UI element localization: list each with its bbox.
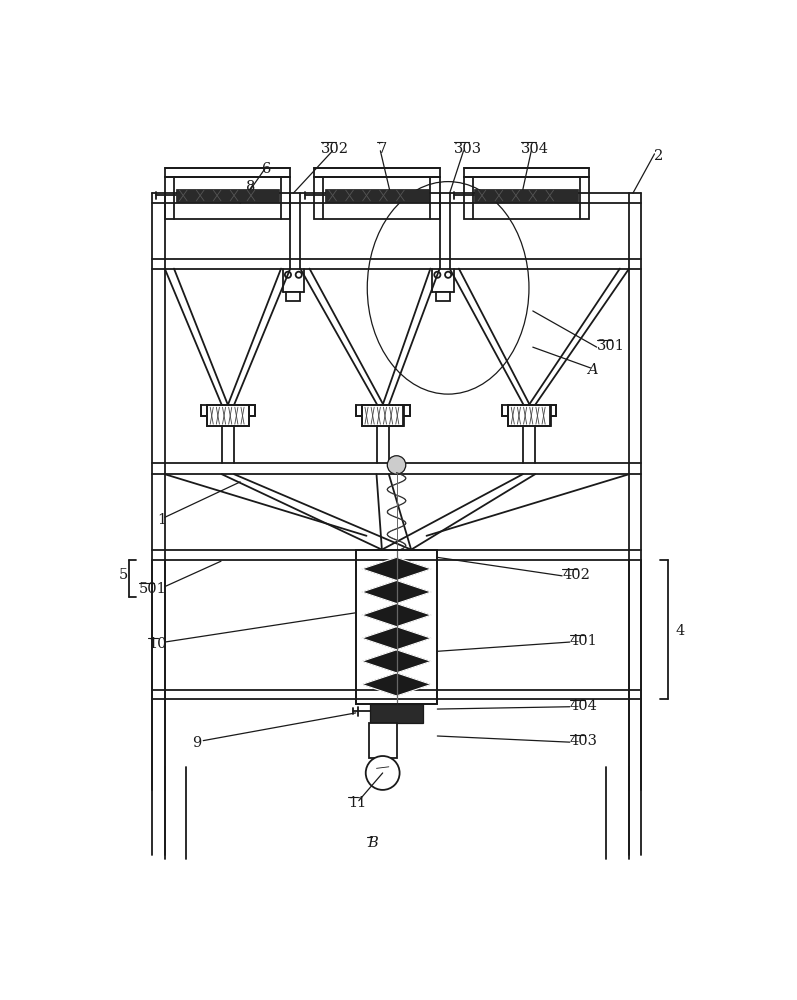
- Text: 302: 302: [321, 142, 349, 156]
- Text: 402: 402: [562, 568, 590, 582]
- Text: 501: 501: [139, 582, 167, 596]
- Bar: [355, 550, 438, 704]
- Text: 404: 404: [570, 699, 598, 713]
- Text: 1: 1: [157, 513, 167, 527]
- Bar: [201, 405, 207, 416]
- Bar: [359, 553, 434, 701]
- Bar: [370, 704, 423, 723]
- Bar: [355, 550, 438, 704]
- Text: 303: 303: [454, 142, 482, 156]
- Polygon shape: [362, 604, 431, 627]
- Bar: [165, 168, 290, 177]
- Polygon shape: [362, 580, 431, 604]
- Circle shape: [445, 272, 451, 278]
- Bar: [362, 405, 404, 426]
- Bar: [249, 405, 255, 416]
- Bar: [464, 168, 589, 177]
- Text: 403: 403: [570, 734, 598, 748]
- Text: 2: 2: [654, 149, 664, 163]
- Bar: [286, 292, 300, 301]
- Text: 10: 10: [147, 637, 167, 651]
- Circle shape: [366, 756, 399, 790]
- Bar: [165, 177, 290, 219]
- Bar: [175, 189, 280, 202]
- Text: 11: 11: [348, 796, 367, 810]
- Polygon shape: [362, 673, 431, 696]
- Bar: [550, 405, 556, 416]
- Bar: [314, 177, 440, 219]
- Text: 8: 8: [246, 180, 256, 194]
- Text: 7: 7: [377, 142, 387, 156]
- Bar: [436, 292, 450, 301]
- Text: 4: 4: [675, 624, 685, 638]
- Polygon shape: [362, 627, 431, 650]
- Bar: [464, 177, 589, 219]
- Text: 6: 6: [261, 162, 271, 176]
- Bar: [474, 189, 579, 202]
- Bar: [403, 405, 410, 416]
- Polygon shape: [362, 557, 431, 580]
- Text: 301: 301: [597, 339, 625, 353]
- Bar: [508, 405, 551, 426]
- Text: 5: 5: [119, 568, 128, 582]
- Text: 401: 401: [570, 634, 598, 648]
- Bar: [502, 405, 508, 416]
- Text: A: A: [587, 363, 597, 377]
- Bar: [325, 189, 429, 202]
- Circle shape: [285, 272, 291, 278]
- Bar: [314, 168, 440, 177]
- Text: 9: 9: [193, 736, 202, 750]
- Text: B: B: [367, 836, 378, 850]
- Bar: [355, 405, 362, 416]
- Bar: [207, 405, 249, 426]
- Circle shape: [387, 456, 406, 474]
- Text: 304: 304: [521, 142, 549, 156]
- Polygon shape: [362, 650, 431, 673]
- Circle shape: [434, 272, 441, 278]
- Circle shape: [296, 272, 302, 278]
- Bar: [369, 723, 397, 758]
